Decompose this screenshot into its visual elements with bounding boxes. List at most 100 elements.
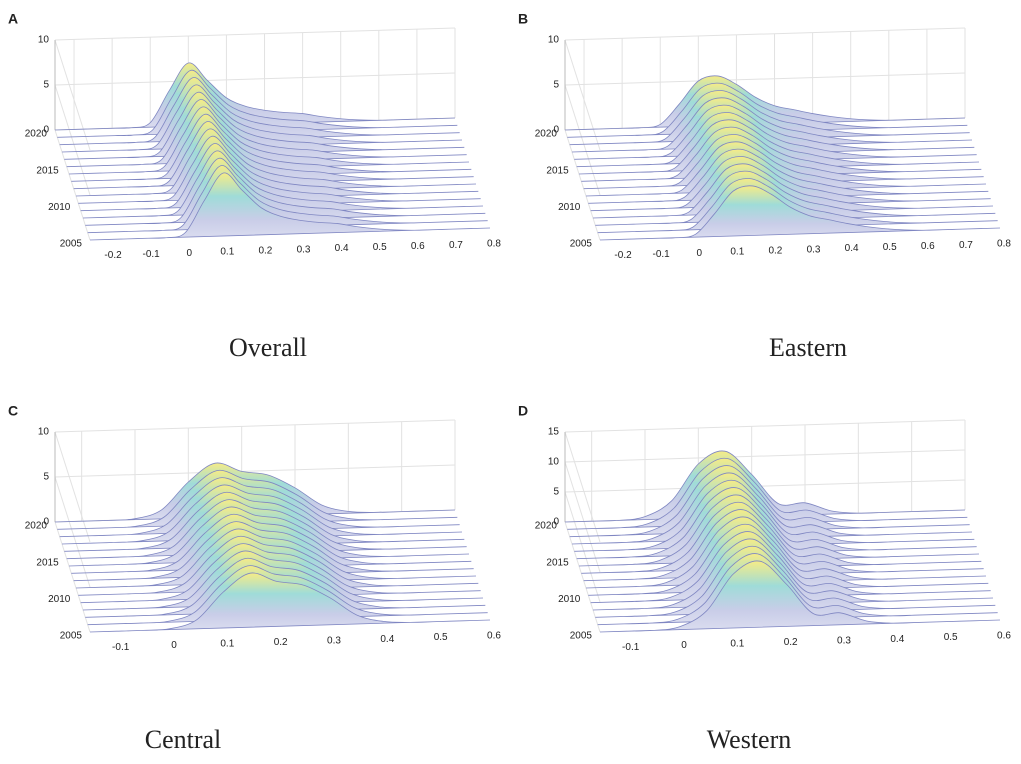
x-tick-label: 0.1 [220,639,234,650]
x-tick-label: 0.5 [434,632,448,643]
caption: Western [707,725,792,754]
x-tick-label: 0 [186,248,192,259]
density-ridge [89,572,491,633]
x-tick-label: -0.1 [143,249,161,260]
grid-line [564,27,966,41]
x-tick-label: 0.2 [274,637,288,648]
density-ridge [567,82,968,138]
density-ridge [590,156,991,212]
panel-label: B [518,11,528,27]
x-tick-label: 0.1 [730,639,744,650]
grid-line [564,521,601,633]
grid-line [564,72,966,86]
caption: Eastern [769,333,847,362]
x-tick-label: 0.7 [959,240,973,251]
z-tick-label: 0 [553,125,559,136]
density-ridge [599,560,1001,633]
grid-line [54,39,91,151]
y-tick-label: 2015 [546,557,569,568]
z-tick-label: 10 [548,457,560,468]
x-tick-label: 0.1 [730,247,744,258]
x-tick-label: -0.1 [653,249,671,260]
x-tick-label: 0.4 [890,634,904,645]
x-tick-label: 0.6 [921,241,935,252]
z-tick-label: 5 [43,472,49,483]
x-tick-label: -0.1 [112,642,130,653]
grid-line [564,84,601,196]
y-tick-label: 2010 [558,594,581,605]
y-tick-label: 2005 [60,631,83,642]
density-ridge [595,170,996,226]
grid-line [54,431,91,543]
grid-line [564,431,601,543]
density-ridge [569,90,970,146]
y-tick-label: 2005 [60,239,83,250]
density-ridge [578,119,980,175]
x-tick-label: 0.1 [220,247,234,258]
density-ridge [585,141,987,197]
x-tick-label: 0.4 [845,243,859,254]
panel: D Western 0 5 10 15 -0.1 0 0.1 0.2 0.3 0.4 0.5 0.6 200… [518,403,1011,754]
x-tick-label: 0.6 [997,631,1011,642]
z-tick-label: 15 [548,427,560,438]
grid-line [564,449,966,463]
grid-line [564,461,601,573]
x-tick-label: 0 [681,640,687,651]
z-tick-label: 0 [553,517,559,528]
y-tick-label: 2020 [25,521,48,532]
z-tick-label: 10 [548,35,560,46]
density-ridge [571,97,973,153]
z-tick-label: 10 [38,35,50,46]
x-tick-label: 0.3 [807,244,821,255]
grid-line [54,84,91,196]
x-tick-label: 0.6 [487,631,501,642]
y-tick-label: 2020 [535,129,558,140]
caption: Central [145,725,222,754]
x-tick-label: 0.4 [380,634,394,645]
grid-line [54,464,456,478]
z-tick-label: 5 [553,487,559,498]
y-tick-label: 2015 [546,165,569,176]
x-tick-label: -0.2 [104,250,122,261]
x-tick-label: 0 [696,248,702,259]
x-tick-label: 0.2 [768,245,782,256]
panel: A Overall 0 5 10 -0.2 -0.1 0 0.1 0.2 0.3 0.4 0.5 0.6 0… [8,11,501,362]
z-tick-label: 10 [38,427,50,438]
x-tick-label: 0 [171,640,177,651]
panel-label: A [8,11,18,27]
y-tick-label: 2010 [48,594,71,605]
grid-line [54,419,456,433]
y-tick-label: 2015 [36,557,59,568]
x-tick-label: 0.8 [997,239,1011,250]
z-tick-label: 0 [43,125,49,136]
caption: Overall [229,333,307,362]
grid-line [54,476,91,588]
density-ridge [597,178,998,234]
x-tick-label: 0.5 [373,242,387,253]
grid-line [54,521,91,633]
x-tick-label: -0.1 [622,642,640,653]
grid-line [564,479,966,493]
x-tick-label: 0.3 [297,244,311,255]
x-tick-label: 0.3 [327,635,341,646]
panel: B Eastern 0 5 10 -0.2 -0.1 0 0.1 0.2 0.3 0.4 0.5 0.6 0… [518,11,1011,362]
z-tick-label: 0 [43,517,49,528]
panel-label: C [8,403,18,419]
density-ridge [564,75,966,131]
density-ridge [89,172,491,241]
z-tick-label: 5 [553,80,559,91]
y-tick-label: 2020 [25,129,48,140]
x-tick-label: 0.5 [883,242,897,253]
y-tick-label: 2010 [48,202,71,213]
density-ridge [592,163,994,219]
panel-label: D [518,403,528,419]
grid-line [564,491,601,603]
x-tick-label: 0.2 [258,245,272,256]
x-tick-label: 0.8 [487,239,501,250]
grid-line [564,39,601,151]
y-tick-label: 2010 [558,202,581,213]
y-tick-label: 2020 [535,521,558,532]
x-tick-label: 0.6 [411,241,425,252]
y-tick-label: 2005 [570,239,593,250]
